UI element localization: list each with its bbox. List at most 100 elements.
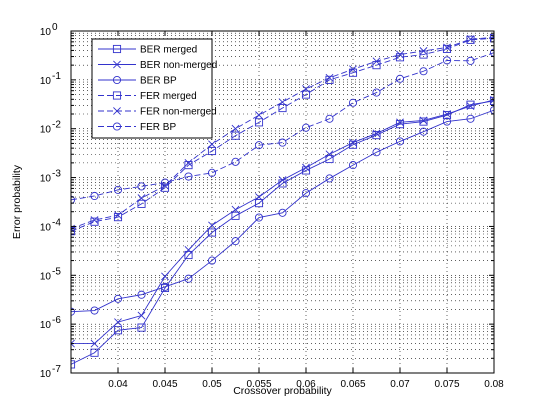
data-point — [137, 290, 146, 299]
data-point — [348, 98, 358, 107]
data-point — [207, 228, 217, 237]
y-tick-label: 10 — [40, 222, 52, 233]
data-point — [395, 53, 405, 62]
data-point — [372, 88, 381, 97]
legend-label: FER non-merged — [140, 107, 217, 118]
data-point — [114, 211, 122, 220]
data-point — [372, 57, 381, 66]
x-tick-label: 0.06 — [296, 379, 316, 390]
x-tick-label: 0.075 — [434, 379, 459, 390]
data-point — [348, 161, 358, 170]
data-point — [90, 191, 99, 201]
plot-frame — [70, 30, 495, 374]
data-point — [90, 216, 99, 224]
data-point — [349, 138, 357, 147]
y-tick-exponent: 0 — [52, 22, 58, 33]
data-point — [442, 44, 452, 53]
series-fer-bp — [71, 48, 494, 204]
data-point — [254, 199, 264, 208]
legend-box — [91, 38, 213, 139]
data-point — [466, 35, 475, 44]
data-point — [208, 140, 216, 149]
data-point — [184, 172, 193, 181]
data-point — [254, 118, 264, 127]
x-tick-label: 0.07 — [390, 379, 410, 390]
legend-label: FER BP — [140, 122, 176, 133]
data-point — [443, 110, 451, 118]
legend-entry: FER non-merged — [98, 107, 217, 118]
data-point — [160, 282, 170, 291]
data-point — [372, 129, 381, 138]
data-point — [90, 339, 99, 348]
data-point — [419, 47, 428, 55]
data-point — [90, 348, 99, 357]
data-point — [137, 199, 146, 208]
x-axis-label: Crossover probability — [233, 385, 332, 397]
y-tick-exponent: -2 — [52, 120, 61, 131]
series-line — [71, 109, 494, 313]
data-point — [419, 117, 428, 126]
data-point — [325, 150, 334, 159]
data-point — [278, 176, 287, 184]
y-tick-exponent: -1 — [52, 71, 61, 82]
data-point — [466, 56, 475, 65]
data-point — [114, 318, 122, 327]
series-ber-bp — [71, 106, 494, 316]
data-point — [137, 194, 146, 203]
data-point — [301, 166, 311, 175]
x-tick-label: 0.065 — [340, 379, 365, 390]
data-point — [207, 256, 217, 265]
x-tick-labels: 0.04 0.045 0.05 0.055 0.06 0.065 0.07 0.075 0.08 — [108, 379, 504, 390]
data-point — [231, 131, 240, 140]
data-point — [255, 111, 263, 120]
data-point — [113, 185, 123, 194]
legend-label: BER merged — [140, 45, 197, 56]
series-ber-non-merged — [71, 95, 494, 348]
data-point — [231, 124, 240, 133]
data-point — [419, 116, 428, 125]
data-point — [442, 56, 452, 65]
data-point — [71, 339, 75, 348]
data-point — [184, 161, 193, 170]
data-point — [466, 102, 475, 111]
axis-ticks — [71, 31, 495, 373]
data-point — [113, 213, 123, 222]
y-tick-exponent: -3 — [52, 169, 61, 180]
grid — [71, 31, 494, 373]
y-tick-label: 10 — [40, 320, 52, 331]
data-point — [325, 174, 334, 183]
data-point — [325, 114, 334, 123]
data-point — [113, 326, 123, 335]
x-tick-label: 0.05 — [202, 379, 222, 390]
series-line — [71, 100, 494, 365]
data-point — [207, 168, 217, 177]
data-point — [372, 148, 381, 157]
y-tick-exponent: -7 — [52, 364, 61, 375]
legend-entry: BER BP — [98, 76, 177, 87]
data-point — [325, 73, 334, 82]
y-tick-label: 10 — [40, 369, 52, 380]
y-tick-label: 10 — [40, 174, 52, 185]
data-point — [278, 138, 287, 147]
legend-marker — [112, 91, 122, 100]
data-point — [301, 189, 311, 198]
x-tick-label: 0.045 — [152, 379, 177, 390]
data-point — [137, 323, 146, 332]
y-tick-label: 10 — [40, 125, 52, 136]
data-point — [490, 33, 494, 42]
data-point — [231, 211, 240, 220]
data-point — [419, 67, 428, 76]
data-point — [137, 311, 146, 320]
x-tick-label: 0.04 — [108, 379, 128, 390]
data-point — [160, 178, 170, 187]
data-point — [490, 95, 494, 104]
data-point — [396, 50, 404, 59]
data-point — [184, 158, 193, 167]
legend-marker — [113, 107, 121, 115]
data-point — [137, 182, 146, 191]
data-point — [161, 272, 169, 281]
data-point — [301, 123, 311, 132]
x-tick-label: 0.08 — [484, 379, 504, 390]
legend-entry: FER BP — [98, 122, 176, 133]
